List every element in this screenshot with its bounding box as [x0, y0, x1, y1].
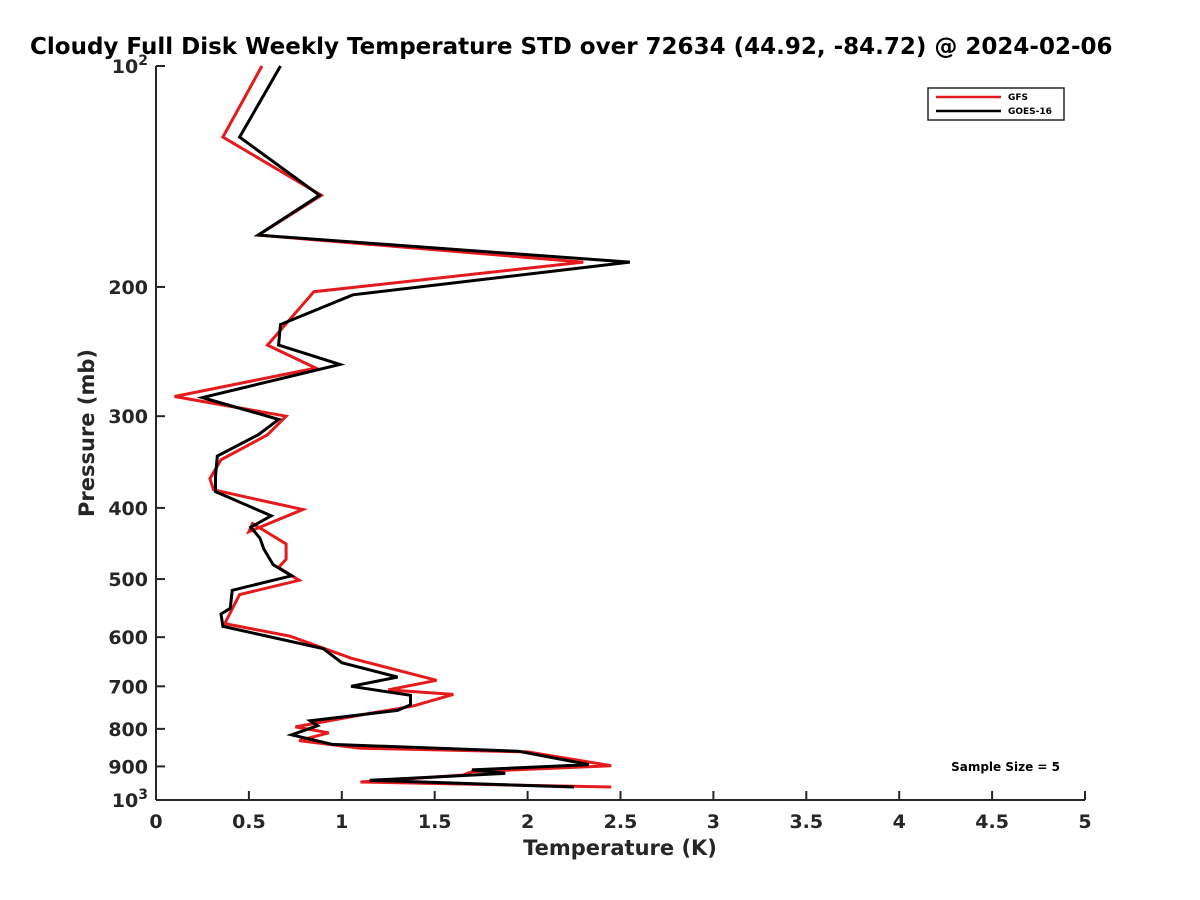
chart-title: Cloudy Full Disk Weekly Temperature STD …: [30, 34, 1113, 60]
y-tick-label: 900: [108, 756, 148, 778]
x-tick-label: 1: [335, 811, 348, 833]
y-axis-ticks: 102 200 300 400 500 600 700 800 900 103: [108, 53, 165, 812]
x-tick-label: 4: [893, 811, 906, 833]
y-tick-label: 200: [108, 277, 148, 299]
series-line-goes-16: [196, 65, 630, 789]
legend-box: [927, 87, 1065, 121]
x-tick-label: 3.5: [789, 811, 823, 833]
y-tick-label: 700: [108, 676, 148, 698]
x-tick-label: 3: [707, 811, 720, 833]
x-tick-label: 0.5: [232, 811, 266, 833]
x-tick-label: 1.5: [418, 811, 452, 833]
x-tick-label: 0: [149, 811, 162, 833]
legend-label: GOES-16: [1008, 107, 1052, 117]
x-tick-label: 2: [521, 811, 534, 833]
y-tick-label: 600: [108, 627, 148, 649]
sample-size-annotation: Sample Size = 5: [951, 760, 1060, 774]
y-tick-label: 102: [112, 53, 148, 78]
legend-label: GFS: [1008, 93, 1028, 103]
x-tick-label: 5: [1078, 811, 1091, 833]
y-axis-label: Pressure (mb): [75, 349, 99, 517]
y-tick-label: 300: [108, 406, 148, 428]
legend: GFS GOES-16: [927, 87, 1065, 121]
y-tick-label: 103: [112, 787, 148, 812]
y-tick-label: 500: [108, 569, 148, 591]
x-tick-label: 2.5: [604, 811, 638, 833]
series-layer: [174, 65, 630, 789]
x-tick-label: 4.5: [975, 811, 1009, 833]
x-axis-ticks: 0 0.5 1 1.5 2 2.5 3 3.5 4 4.5 5: [149, 791, 1092, 833]
y-tick-label: 400: [108, 498, 148, 520]
y-tick-label: 800: [108, 719, 148, 741]
x-axis-label: Temperature (K): [523, 836, 717, 860]
